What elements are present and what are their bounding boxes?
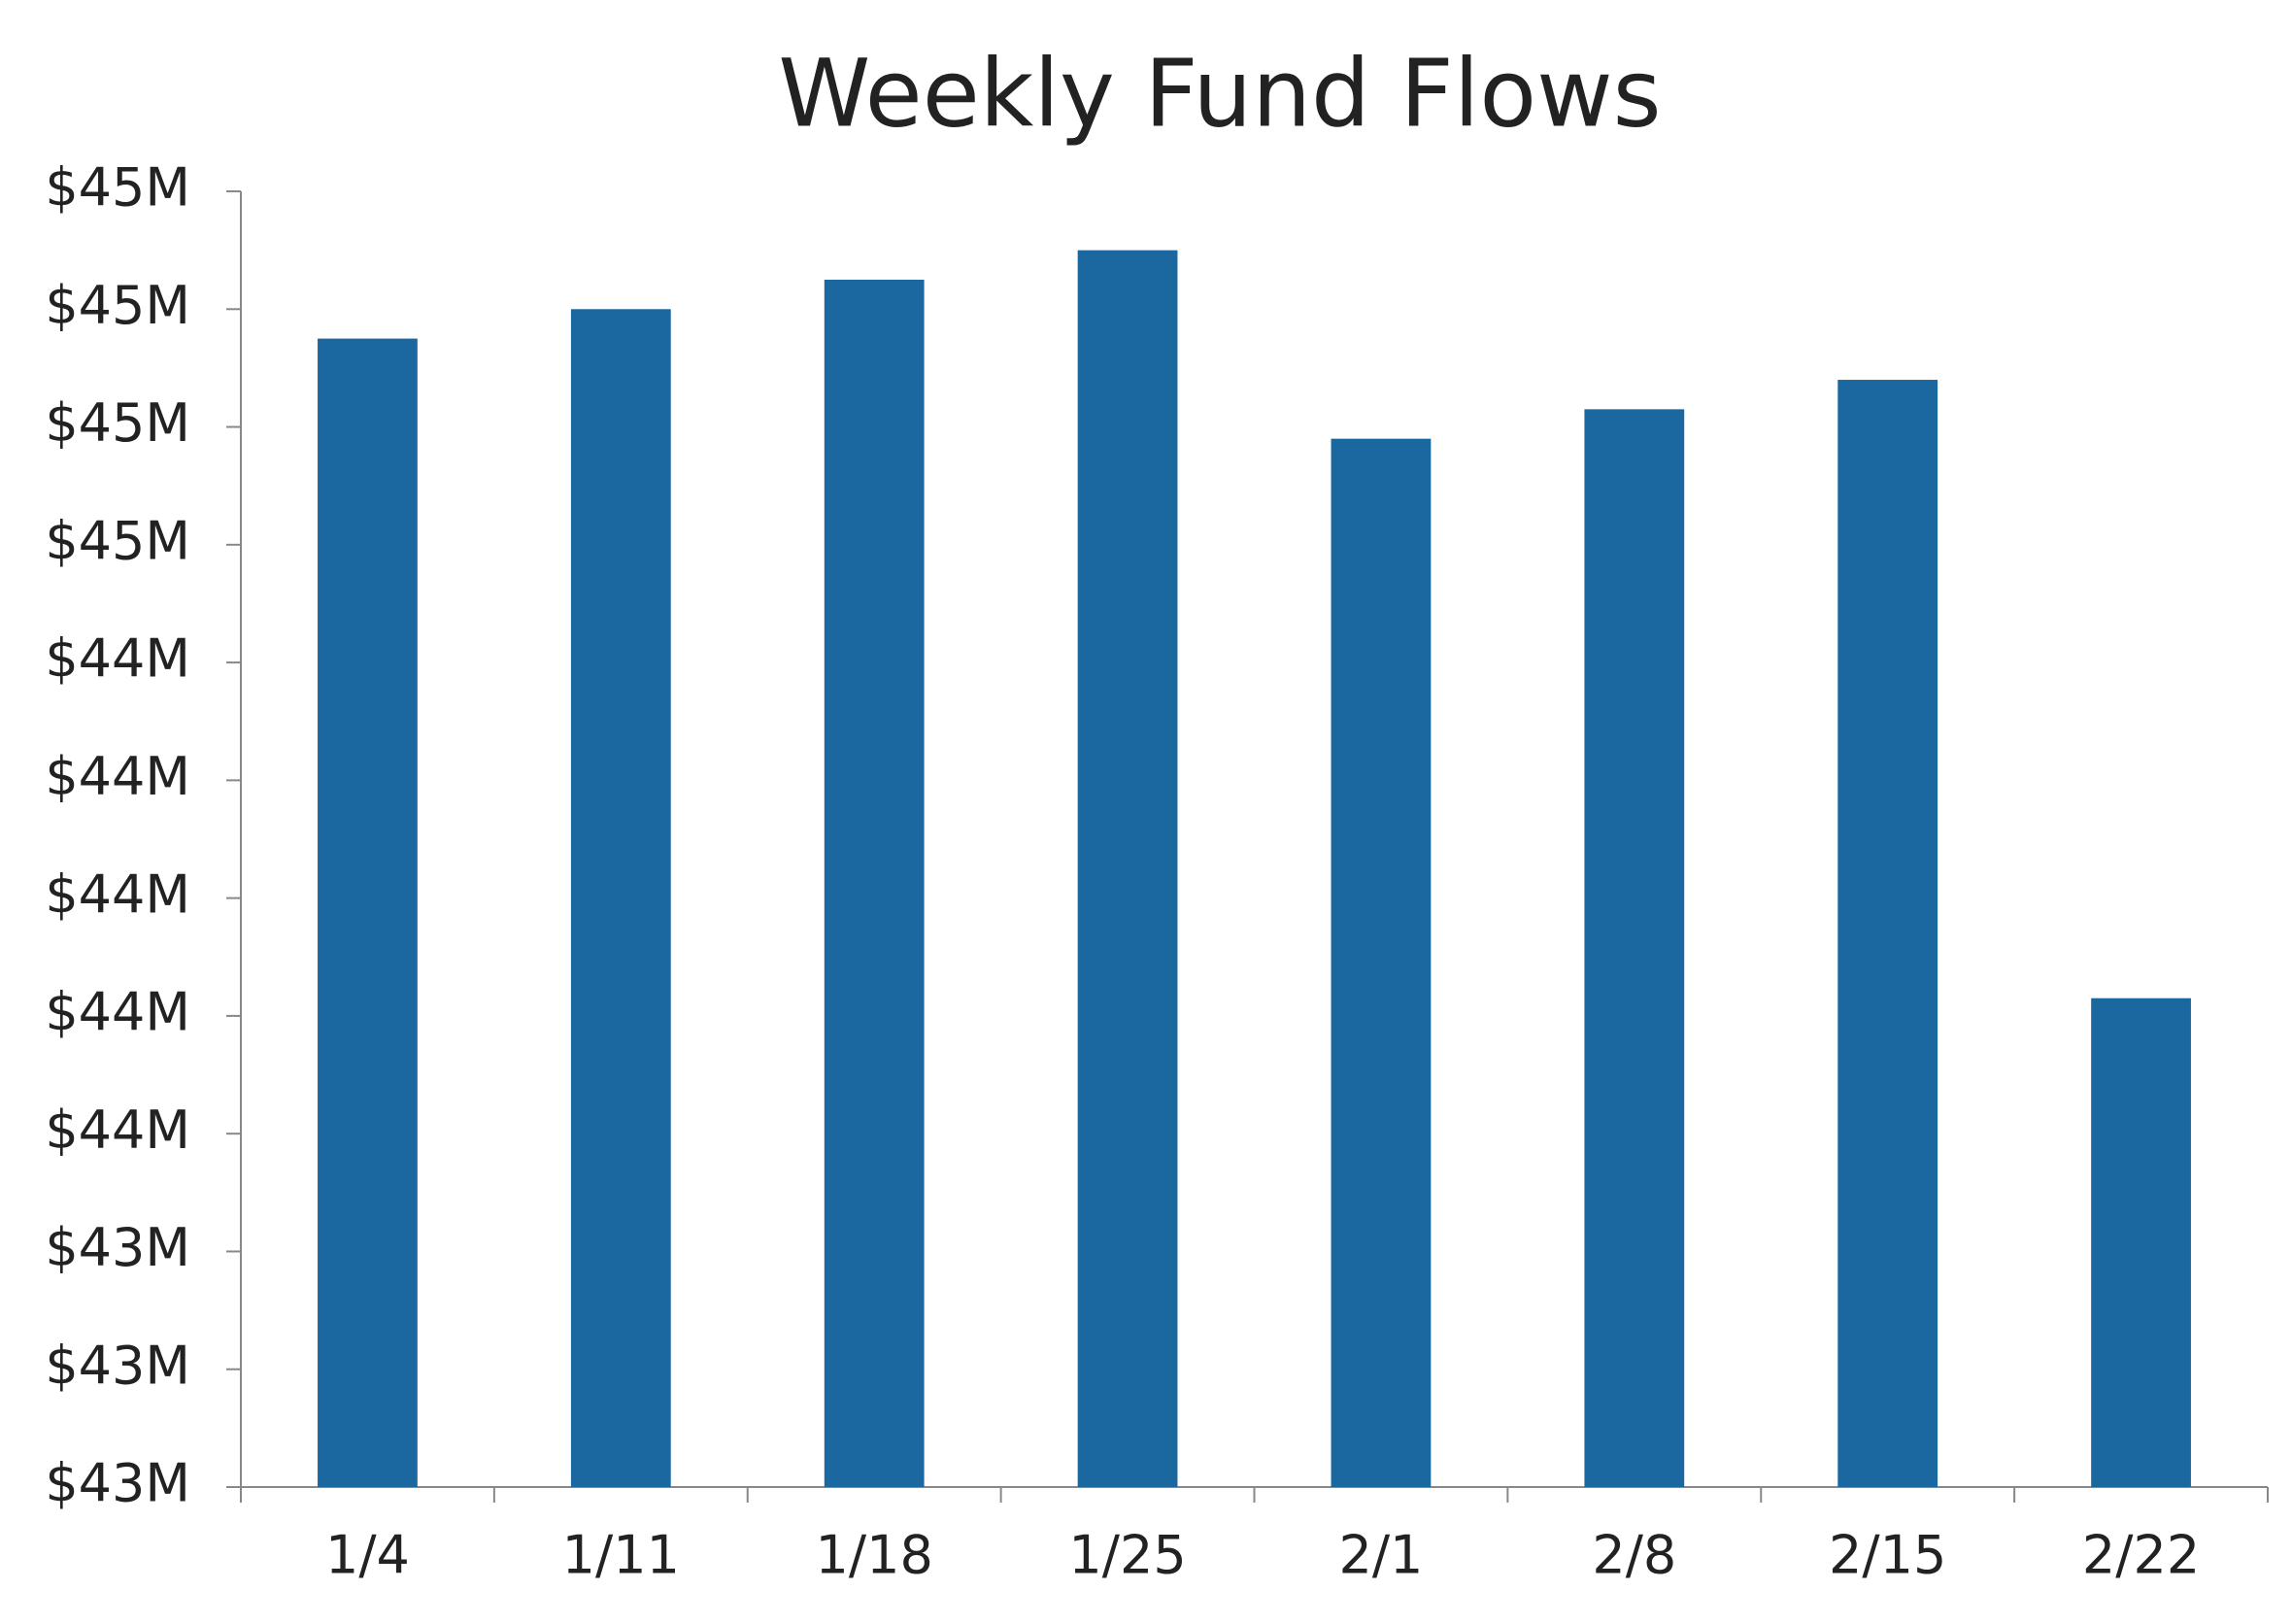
x-tick-label: 1/18 <box>816 1525 933 1586</box>
y-tick-label: $44M <box>45 982 190 1043</box>
x-tick-label: 2/15 <box>1829 1525 1946 1586</box>
bar <box>1077 250 1178 1487</box>
y-tick-label: $45M <box>45 275 190 336</box>
bar <box>824 279 925 1487</box>
bar <box>318 338 418 1487</box>
y-tick-label: $43M <box>45 1217 190 1278</box>
y-tick-label: $44M <box>45 628 190 690</box>
y-tick-label: $45M <box>45 510 190 571</box>
y-tick-label: $43M <box>45 1335 190 1396</box>
x-tick-label: 1/4 <box>325 1525 410 1586</box>
bar <box>1331 438 1432 1487</box>
y-tick-label: $44M <box>45 863 190 925</box>
x-tick-label: 2/8 <box>1592 1525 1676 1586</box>
x-tick-label: 2/22 <box>2082 1525 2200 1586</box>
bar <box>1584 409 1685 1488</box>
y-tick-label: $45M <box>45 392 190 454</box>
bar <box>570 309 671 1488</box>
y-tick-label: $43M <box>45 1453 190 1514</box>
bar <box>1837 380 1938 1487</box>
x-tick-label: 1/25 <box>1068 1525 1186 1586</box>
x-tick-label: 2/1 <box>1338 1525 1423 1586</box>
chart-title: Weekly Fund Flows <box>778 39 1661 148</box>
y-tick-label: $45M <box>45 157 190 219</box>
y-tick-label: $44M <box>45 1100 190 1161</box>
y-tick-label: $44M <box>45 746 190 807</box>
x-tick-label: 1/11 <box>562 1525 680 1586</box>
bar <box>2091 998 2191 1487</box>
